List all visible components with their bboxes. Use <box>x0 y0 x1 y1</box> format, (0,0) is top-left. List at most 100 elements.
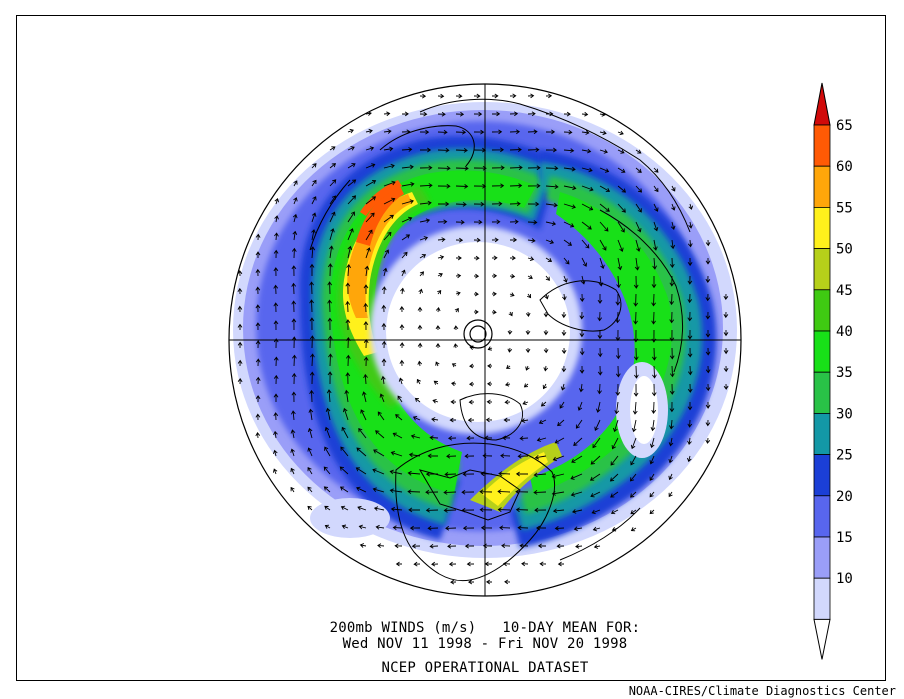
wind-arrow <box>401 216 413 223</box>
wind-arrow <box>381 304 387 313</box>
colorbar-swatch-35 <box>813 371 831 414</box>
wind-arrow <box>525 365 530 371</box>
wind-arrow <box>486 381 493 387</box>
wind-arrow <box>341 524 349 530</box>
wind-arrow <box>597 365 603 376</box>
wind-arrow <box>651 311 656 325</box>
wind-arrow <box>527 201 540 207</box>
wind-arrow <box>527 147 540 153</box>
wind-arrow <box>545 184 559 189</box>
wind-arrow <box>435 342 441 348</box>
wind-arrow <box>653 185 659 193</box>
wind-arrow <box>491 291 497 297</box>
wind-arrow <box>563 275 568 283</box>
wind-arrow <box>578 383 584 393</box>
wind-arrow <box>545 275 550 281</box>
wind-arrow <box>573 526 583 532</box>
wind-arrow <box>323 466 331 475</box>
wind-arrow <box>419 111 428 117</box>
colorbar-swatch-30 <box>813 412 831 455</box>
wind-arrow <box>468 399 475 405</box>
colorbar-swatch-15 <box>813 536 831 579</box>
wind-arrow <box>347 195 357 205</box>
wind-arrow <box>581 221 592 230</box>
wind-arrow <box>669 347 675 360</box>
wind-arrow <box>561 311 567 319</box>
wind-arrow <box>273 302 279 313</box>
wind-arrow <box>669 257 675 269</box>
wind-arrow <box>398 377 404 385</box>
wind-arrow <box>356 486 367 493</box>
wind-arrow <box>274 198 280 205</box>
wind-arrow <box>651 276 657 289</box>
wind-arrow <box>461 489 475 495</box>
wind-arrow <box>325 407 331 421</box>
wind-arrow <box>617 149 625 154</box>
wind-arrow <box>542 383 547 390</box>
wind-arrow <box>630 455 637 466</box>
wind-arrow <box>590 491 601 498</box>
wind-arrow <box>401 164 414 170</box>
wind-arrow <box>570 491 583 497</box>
wind-arrow <box>509 237 518 243</box>
wind-arrow <box>563 166 576 172</box>
wind-arrow <box>614 401 620 415</box>
wind-arrow <box>527 93 535 99</box>
wind-arrow <box>577 401 583 411</box>
wind-arrow <box>652 257 657 270</box>
wind-arrow <box>290 467 295 475</box>
wind-arrow <box>669 329 675 342</box>
wind-arrow <box>515 489 529 495</box>
wind-arrow <box>536 437 547 442</box>
wind-arrow <box>491 111 501 117</box>
wind-arrow <box>340 505 349 511</box>
wind-arrow <box>687 402 693 411</box>
wind-arrow <box>705 275 711 284</box>
wind-arrow <box>527 129 538 135</box>
wind-arrow <box>310 246 316 259</box>
wind-arrow <box>705 258 711 265</box>
wind-arrow <box>617 203 626 213</box>
wind-arrow <box>399 359 405 367</box>
wind-arrow <box>545 129 556 135</box>
wind-arrow <box>411 543 421 549</box>
wind-arrow <box>563 221 575 228</box>
wind-arrow <box>309 281 314 295</box>
wind-arrow <box>581 167 593 173</box>
wind-arrow <box>427 525 439 531</box>
wind-arrow <box>416 378 421 385</box>
wind-arrow <box>381 340 387 349</box>
wind-arrow <box>533 472 547 478</box>
wind-arrow <box>617 239 624 252</box>
wind-arrow <box>473 201 485 207</box>
wind-arrow <box>455 291 461 296</box>
wind-arrow <box>491 255 498 261</box>
wind-arrow <box>447 543 457 549</box>
wind-arrow <box>687 239 693 248</box>
wind-arrow <box>671 185 676 192</box>
wind-arrow <box>473 237 481 243</box>
wind-arrow <box>507 347 513 353</box>
wind-arrow <box>617 130 624 136</box>
wind-arrow <box>291 247 297 259</box>
wind-arrow <box>237 377 243 385</box>
wind-arrow <box>597 347 603 358</box>
wind-arrow <box>560 383 566 391</box>
wind-arrow <box>347 128 354 134</box>
wind-arrow <box>563 111 571 117</box>
wind-arrow <box>561 347 567 355</box>
wind-arrow <box>401 181 415 187</box>
wind-arrow <box>561 329 567 337</box>
wind-arrow <box>255 233 261 241</box>
wind-arrow <box>309 335 315 349</box>
wind-arrow <box>545 239 555 245</box>
wind-arrow <box>517 525 529 531</box>
wind-arrow <box>515 471 529 477</box>
wind-arrow <box>634 257 640 271</box>
wind-arrow <box>453 343 459 349</box>
wind-arrow <box>631 419 637 433</box>
wind-arrow <box>293 197 298 205</box>
wind-arrow <box>324 426 331 439</box>
wind-arrow <box>499 525 511 531</box>
wind-arrow <box>589 473 601 481</box>
